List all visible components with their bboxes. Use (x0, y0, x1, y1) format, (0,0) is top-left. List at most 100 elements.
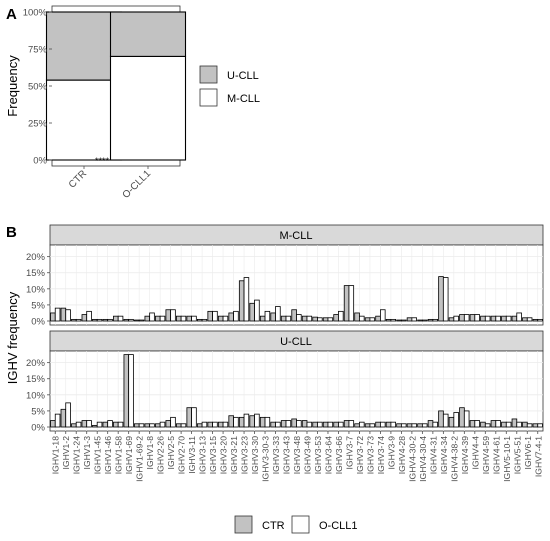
bar-u-cll-o-cll1-ighv3-64 (327, 421, 334, 428)
bar-u-cll-o-cll1-ighv3-49 (306, 421, 313, 428)
bar-u-cll-o-cll1-ighv3-66 (338, 421, 344, 428)
legend-label-u-cll: U-CLL (227, 70, 259, 82)
x-tick-label: IGHV1-58 (114, 436, 124, 474)
bar-u-cll-o-cll1-ighv3-15 (212, 421, 218, 428)
bar-m-cll-ctr-ighv3-64 (322, 317, 329, 322)
bar-u-cll-o-cll1-ighv3-11 (191, 407, 197, 428)
bar-u-cll-ctr-ighv2-5 (165, 420, 172, 428)
x-tick-label: IGHV3-33 (271, 436, 281, 474)
bar-u-cll-ctr-ighv6-1 (522, 421, 528, 428)
bar-u-cll-o-cll1-ighv1-45 (96, 421, 103, 428)
legend-label-ctr: CTR (262, 520, 285, 532)
bar-u-cll-ctr-ighv3-66 (333, 421, 339, 428)
bar-m-cll-ctr-ighv3-11 (186, 315, 193, 322)
x-tick-label: IGHV3-13 (198, 436, 208, 474)
bar-u-cll-ctr-ighv3-30-3 (259, 416, 266, 428)
bar-u-cll-o-cll1-ighv4-4 (474, 420, 480, 428)
bar-u-cll-o-cll1-ighv3-48 (296, 420, 302, 428)
x-tick-label: IGHV3-66 (334, 436, 344, 474)
bar-m-cll-o-cll1 (109, 55, 187, 161)
bar-m-cll-o-cll1-ighv3-15 (212, 310, 218, 322)
bar-u-cll-o-cll1-ighv3-74 (380, 421, 386, 428)
bar-u-cll-ctr-ighv3-7 (343, 420, 350, 428)
bar-m-cll-ctr-ighv3-30 (249, 302, 255, 322)
y-tick-label: 5% (31, 300, 45, 311)
x-tick-label: IGHV4-31 (428, 436, 438, 474)
bar-m-cll-ctr-ighv3-74 (375, 315, 381, 322)
bar-u-cll-o-cll1-ighv2-5 (170, 416, 176, 428)
x-tick-label: IGHV1-69 (124, 436, 134, 474)
legend-label-o-cll1: O-CLL1 (319, 520, 358, 532)
bar-u-cll-o-cll1-ighv4-61 (495, 420, 501, 428)
bar-m-cll-o-cll1-ighv3-74 (380, 309, 386, 322)
bar-m-cll-o-cll1-ighv4-30-4 (421, 319, 428, 322)
bar-u-cll-ctr-ighv2-26 (155, 423, 161, 428)
x-tick-label: O-CLL1 (121, 168, 154, 201)
bar-m-cll-ctr-ighv3-7 (343, 285, 350, 322)
x-tick-label: IGHV3-43 (282, 436, 292, 474)
facet-y-ticks-m-cll: 0% 5% 10% 15% 20% (26, 252, 50, 328)
bar-u-cll-ctr-ighv3-20 (217, 421, 224, 428)
bar-u-cll-o-cll1-ighv4-28 (400, 423, 407, 428)
x-tick-label: IGHV3-30 (250, 436, 260, 474)
bar-u-cll-o-cll1-ighv4-30-4 (421, 423, 428, 428)
x-tick-label: IGHV3-9 (386, 436, 396, 470)
bar-m-cll-o-cll1-ighv3-21 (233, 310, 239, 322)
bar-m-cll-o-cll1-ighv1-2 (65, 309, 71, 322)
bar-m-cll-o-cll1-ighv3-30 (254, 299, 260, 322)
bar-m-cll-ctr-ighv2-5 (165, 309, 172, 322)
facet-bars-u-cll (50, 354, 543, 428)
bar-u-cll-ctr-ighv3-73 (364, 423, 371, 428)
bar-u-cll-o-cll1-ighv3-43 (285, 420, 292, 428)
bar-m-cll-ctr-ighv3-13 (196, 318, 203, 322)
x-tick-label: IGHV3-21 (229, 436, 239, 474)
bar-u-cll-o-cll1-ighv2-70 (180, 423, 187, 428)
x-tick-label: CTR (67, 168, 89, 190)
x-tick-label: IGHV4-30-4 (418, 436, 428, 482)
bar-u-cll-o-cll1-ighv4-34 (442, 413, 449, 428)
bar-m-cll-o-cll1-ighv1-24 (75, 318, 82, 322)
bar-m-cll-ctr-ighv3-33 (270, 312, 276, 322)
bar-m-cll-ctr-ighv3-30-3 (259, 315, 266, 322)
bar-m-cll-o-cll1-ighv5-51 (516, 312, 522, 322)
bar-m-cll-o-cll1-ighv6-1 (526, 317, 533, 322)
bar-m-cll-o-cll1-ighv2-5 (170, 309, 176, 322)
bar-u-cll-ctr-ighv1-24 (71, 423, 77, 428)
bar-u-cll-o-cll1-ighv3-20 (222, 421, 229, 428)
bar-m-cll-ctr-ighv3-73 (364, 317, 371, 322)
bar-u-cll-ctr-ighv3-43 (280, 420, 287, 428)
bar-m-cll-o-cll1-ighv1-69 (128, 318, 134, 322)
bar-u-cll-ctr-ighv4-34 (438, 410, 444, 428)
bar-u-cll-ctr-ighv3-72 (354, 423, 360, 428)
x-tick-label: IGHV3-72 (355, 436, 365, 474)
bar-u-cll-ctr-ighv5-10-1 (501, 421, 507, 428)
bar-u-cll-ctr-ighv3-30 (249, 415, 255, 428)
x-tick-label: IGHV4-39 (460, 436, 470, 474)
bar-m-cll-o-cll1-ighv3-73 (369, 317, 376, 322)
bar-u-cll-ctr-ighv4-61 (490, 420, 497, 428)
bar-m-cll-ctr-ighv4-31 (427, 318, 434, 322)
bar-m-cll-o-cll1-ighv4-61 (495, 315, 501, 322)
bar-u-cll-o-cll1-ighv1-3 (86, 420, 92, 428)
bar-m-cll-ctr-ighv4-28 (396, 319, 402, 322)
bar-u-cll-ctr-ighv1-58 (113, 421, 119, 428)
panel-b-label: B (6, 224, 17, 241)
bar-m-cll-o-cll1-ighv1-18 (54, 307, 61, 322)
bar-m-cll-o-cll1-ighv1-3 (86, 310, 92, 322)
bar-m-cll-o-cll1-ighv7-4-1 (537, 318, 543, 322)
bar-m-cll-ctr-ighv1-46 (102, 318, 109, 322)
x-tick-label: IGHV1-46 (103, 436, 113, 474)
panel-b-y-axis-label: IGHV frequency (5, 291, 20, 384)
legend-label-m-cll: M-CLL (227, 93, 260, 105)
bar-m-cll-ctr-ighv3-66 (333, 314, 339, 322)
bar-u-cll-o-cll1-ighv3-30-3 (264, 416, 271, 428)
bar-m-cll-ctr (45, 79, 123, 161)
x-tick-label: IGHV5-51 (512, 436, 522, 474)
bar-m-cll-ctr-ighv3-48 (291, 309, 297, 322)
legend-key-u-cll (199, 65, 218, 84)
bar-m-cll-ctr-ighv3-15 (207, 310, 213, 322)
bar-m-cll-o-cll1-ighv1-69-2 (138, 319, 145, 322)
bar-m-cll-ctr-ighv7-4-1 (532, 318, 539, 322)
x-tick-label: IGHV4-61 (491, 436, 501, 474)
